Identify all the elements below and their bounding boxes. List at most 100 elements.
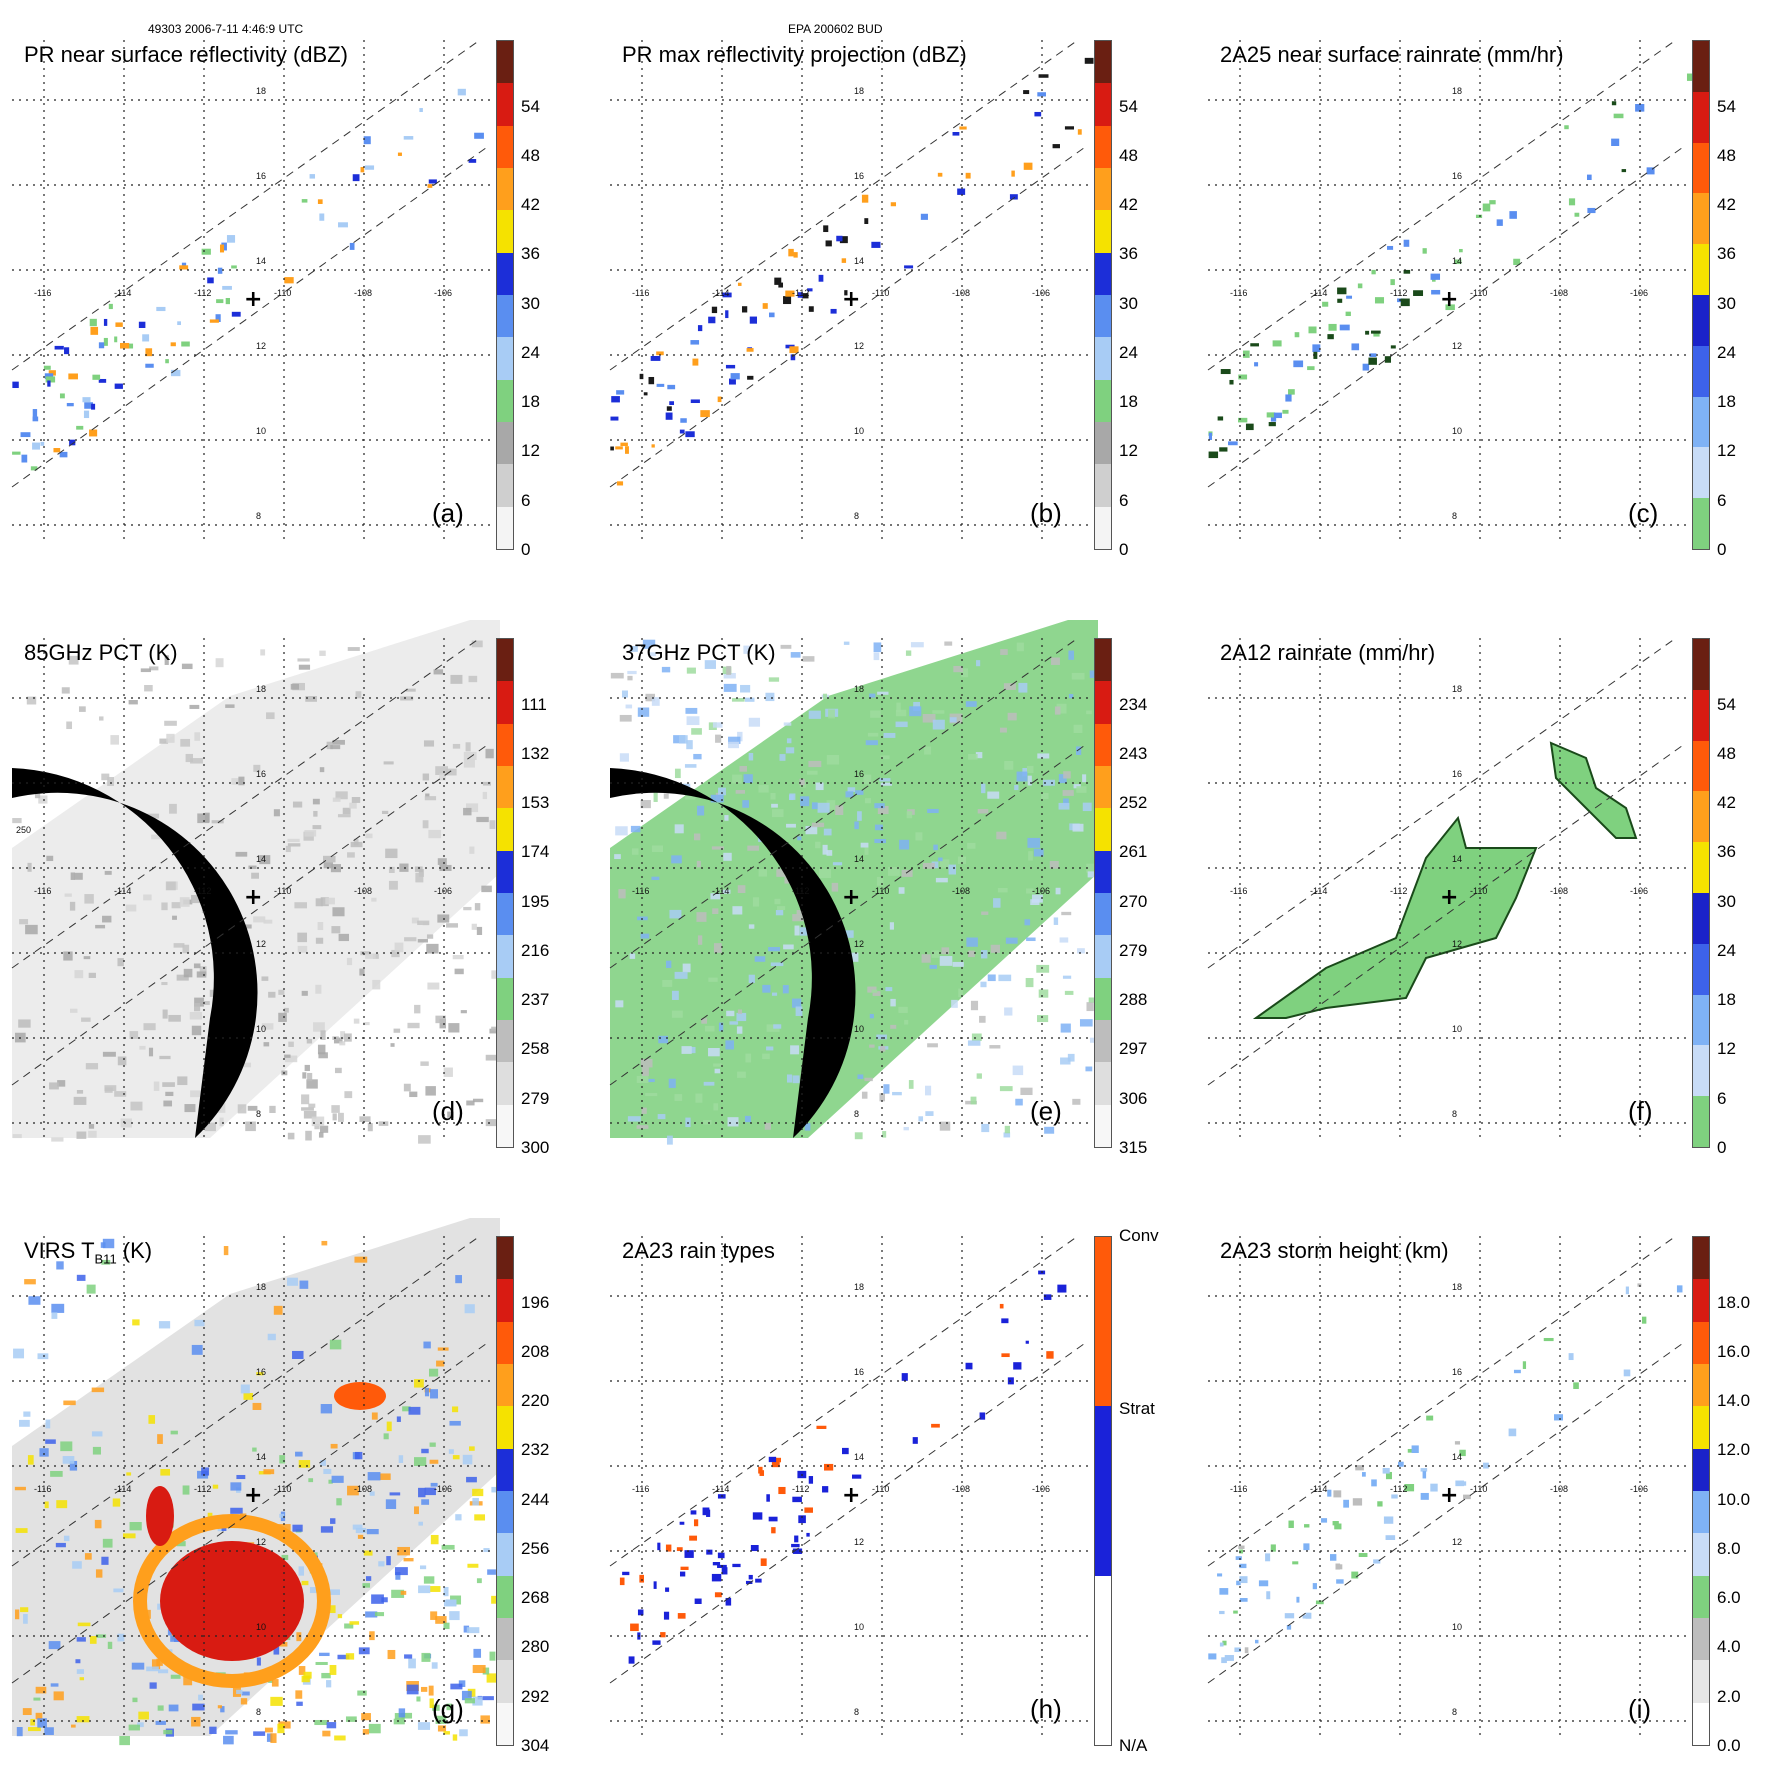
field-pixel bbox=[270, 1733, 277, 1743]
field-pixel bbox=[16, 1727, 23, 1737]
field-pixel bbox=[23, 1411, 31, 1417]
field-pixel bbox=[191, 1025, 202, 1036]
field-pixel bbox=[322, 1730, 331, 1737]
field-pixel bbox=[663, 793, 669, 799]
field-pixel bbox=[903, 1126, 909, 1131]
field-pixel bbox=[785, 747, 795, 754]
field-pixel bbox=[37, 1718, 47, 1728]
rain-pixel bbox=[768, 1516, 778, 1522]
field-pixel bbox=[431, 1662, 438, 1669]
field-pixel bbox=[748, 717, 761, 727]
rain-pixel bbox=[1288, 389, 1295, 395]
colorbar-segment bbox=[497, 379, 513, 422]
latitude-label: 12 bbox=[854, 939, 864, 949]
rain-pixel bbox=[1431, 289, 1441, 295]
field-pixel bbox=[614, 854, 621, 860]
field-pixel bbox=[399, 863, 409, 872]
field-pixel bbox=[1004, 1007, 1013, 1016]
rain-pixel bbox=[912, 1437, 918, 1444]
field-pixel bbox=[283, 1007, 289, 1013]
rain-pixel bbox=[1239, 1563, 1247, 1569]
rain-pixel bbox=[677, 1613, 686, 1619]
colorbar-tick-label: 0 bbox=[1717, 1138, 1727, 1157]
field-pixel bbox=[320, 1125, 329, 1133]
colorbar-segment bbox=[1693, 345, 1709, 397]
rain-pixel bbox=[1321, 1518, 1328, 1523]
colorbar-tick-label: 4.0 bbox=[1717, 1637, 1741, 1657]
field-pixel bbox=[252, 1447, 257, 1452]
rain-pixel bbox=[165, 359, 169, 364]
field-pixel bbox=[406, 1684, 419, 1695]
field-pixel bbox=[686, 740, 693, 750]
field-pixel bbox=[799, 927, 809, 936]
field-pixel bbox=[481, 885, 492, 893]
field-pixel bbox=[430, 1389, 438, 1399]
field-pixel bbox=[236, 1474, 246, 1480]
colorbar bbox=[1094, 1236, 1112, 1746]
field-pixel bbox=[301, 1094, 310, 1105]
field-pixel bbox=[977, 809, 989, 814]
rain-pixel bbox=[12, 451, 21, 455]
rain-pixel bbox=[1242, 350, 1250, 358]
colorbar-tick-label: 48 bbox=[1119, 145, 1138, 165]
field-pixel bbox=[367, 1123, 373, 1132]
rain-pixel bbox=[717, 396, 722, 403]
field-pixel bbox=[889, 922, 894, 930]
field-pixel bbox=[640, 933, 650, 939]
field-pixel bbox=[898, 887, 905, 894]
field-pixel bbox=[326, 1722, 337, 1729]
field-pixel bbox=[295, 1690, 303, 1699]
field-pixel bbox=[872, 991, 881, 996]
field-pixel bbox=[485, 748, 494, 759]
colorbar-segment bbox=[1693, 1617, 1709, 1661]
field-pixel bbox=[693, 753, 702, 760]
field-pixel bbox=[817, 802, 830, 813]
rain-pixel bbox=[115, 322, 123, 327]
rain-pixel bbox=[1385, 1535, 1396, 1540]
rain-pixel bbox=[610, 446, 614, 451]
convective-cell bbox=[146, 1486, 174, 1546]
rain-pixel bbox=[1373, 1559, 1381, 1564]
field-pixel bbox=[301, 1580, 309, 1586]
field-pixel bbox=[745, 1053, 752, 1063]
field-pixel bbox=[908, 1080, 914, 1089]
field-pixel bbox=[666, 1135, 673, 1145]
field-pixel bbox=[953, 665, 963, 673]
rain-pixel bbox=[725, 364, 736, 369]
field-pixel bbox=[334, 1735, 346, 1741]
field-pixel bbox=[435, 766, 449, 776]
rain-pixel bbox=[207, 277, 214, 284]
field-pixel bbox=[378, 1561, 385, 1567]
rain-pixel bbox=[1420, 1492, 1429, 1500]
colorbar-segment bbox=[497, 421, 513, 465]
rain-pixel bbox=[1403, 239, 1410, 247]
colorbar-tick-label: 30 bbox=[1717, 293, 1736, 313]
colorbar-segment bbox=[1693, 396, 1709, 448]
field-pixel bbox=[366, 1528, 379, 1535]
field-pixel bbox=[773, 1024, 782, 1029]
colorbar-segment bbox=[1095, 681, 1111, 724]
field-pixel bbox=[890, 998, 896, 1007]
field-pixel bbox=[448, 1023, 460, 1033]
field-pixel bbox=[770, 792, 776, 800]
field-pixel bbox=[1082, 802, 1092, 812]
field-pixel bbox=[474, 903, 481, 911]
field-pixel bbox=[427, 982, 440, 990]
rain-pixel bbox=[792, 1548, 803, 1554]
field-pixel bbox=[211, 820, 224, 824]
field-pixel bbox=[337, 1614, 343, 1619]
field-pixel bbox=[311, 1116, 325, 1127]
field-pixel bbox=[297, 945, 308, 953]
rain-pixel bbox=[82, 397, 91, 403]
rain-pixel bbox=[824, 1463, 834, 1471]
field-pixel bbox=[615, 1000, 624, 1008]
rain-pixel bbox=[1420, 1468, 1428, 1472]
field-pixel bbox=[107, 776, 115, 786]
field-pixel bbox=[1027, 775, 1032, 786]
field-pixel bbox=[279, 1513, 285, 1518]
latitude-label: 18 bbox=[1452, 684, 1462, 694]
field-pixel bbox=[240, 1698, 248, 1705]
field-pixel bbox=[888, 866, 900, 876]
colorbar-segment bbox=[1693, 1448, 1709, 1491]
field-pixel bbox=[273, 809, 280, 817]
